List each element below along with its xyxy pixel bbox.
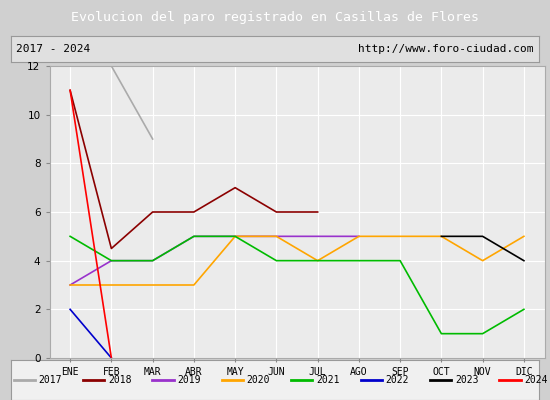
- Text: 2019: 2019: [177, 375, 201, 385]
- Text: 2017 - 2024: 2017 - 2024: [16, 44, 91, 54]
- Text: 2024: 2024: [524, 375, 548, 385]
- Text: 2020: 2020: [246, 375, 270, 385]
- Text: 2021: 2021: [316, 375, 339, 385]
- Text: 2017: 2017: [39, 375, 62, 385]
- Text: 2023: 2023: [455, 375, 478, 385]
- Text: 2018: 2018: [108, 375, 131, 385]
- Text: Evolucion del paro registrado en Casillas de Flores: Evolucion del paro registrado en Casilla…: [71, 12, 479, 24]
- Text: http://www.foro-ciudad.com: http://www.foro-ciudad.com: [358, 44, 534, 54]
- Text: 2022: 2022: [386, 375, 409, 385]
